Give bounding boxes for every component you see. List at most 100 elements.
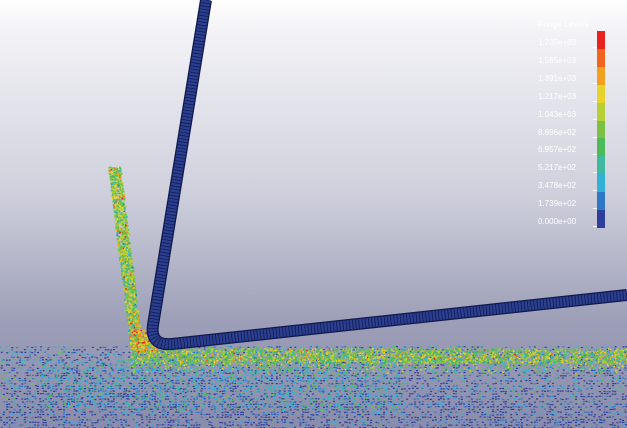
fluid-particle <box>157 419 159 421</box>
fluid-particle <box>115 419 118 421</box>
fluid-particle <box>110 414 113 416</box>
fluid-particle <box>383 373 385 376</box>
fluid-particle <box>600 395 603 397</box>
fluid-particle <box>390 370 393 372</box>
fluid-particle <box>505 356 508 358</box>
fluid-particle <box>297 404 300 406</box>
fluid-particle <box>489 406 492 408</box>
fluid-particle <box>479 385 482 387</box>
fluid-particle <box>90 367 92 369</box>
fluid-particle <box>122 352 125 354</box>
fluid-particle <box>91 356 94 358</box>
fluid-particle <box>201 374 203 376</box>
fluid-particle <box>91 414 94 416</box>
fluid-particle <box>541 351 544 353</box>
fluid-particle <box>523 372 526 374</box>
fluid-particle <box>203 406 206 408</box>
fluid-particle <box>502 411 505 413</box>
fluid-particle <box>468 406 471 408</box>
fluid-particle <box>236 385 239 387</box>
fluid-particle <box>174 398 177 400</box>
fluid-particle <box>500 383 503 385</box>
fluid-particle <box>10 413 13 416</box>
fluid-particle <box>562 388 565 390</box>
fluid-particle <box>359 380 362 382</box>
fluid-particle <box>110 388 113 390</box>
fluid-particle <box>575 390 578 393</box>
fluid-particle <box>473 411 476 413</box>
fluid-particle <box>621 390 624 392</box>
fluid-particle <box>606 398 609 400</box>
fluid-particle <box>41 408 44 410</box>
fluid-particle <box>499 388 502 390</box>
fluid-particle <box>374 346 377 348</box>
fluid-particle <box>325 424 328 426</box>
fluid-particle <box>34 354 37 356</box>
fluid-particle <box>190 382 193 384</box>
fluid-particle <box>263 388 266 390</box>
fluid-particle <box>313 377 315 379</box>
fluid-particle <box>557 354 560 356</box>
fluid-particle <box>439 419 442 421</box>
fluid-particle <box>62 396 65 398</box>
fluid-particle <box>487 374 490 376</box>
fluid-particle <box>49 359 52 361</box>
fluid-particle <box>213 408 216 410</box>
fluid-particle <box>457 351 460 353</box>
fluid-particle <box>442 411 445 413</box>
fluid-particle <box>434 392 437 394</box>
fluid-particle <box>372 391 375 393</box>
fluid-particle <box>73 417 76 419</box>
fluid-particle <box>170 389 172 392</box>
fluid-particle <box>397 398 400 400</box>
fluid-particle <box>128 393 131 395</box>
fluid-particle <box>598 416 601 418</box>
fluid-particle <box>255 375 258 377</box>
fluid-particle <box>39 393 42 395</box>
fluid-particle <box>468 400 471 403</box>
fluid-particle <box>112 400 115 402</box>
fluid-particle <box>192 401 195 403</box>
fluid-particle <box>274 383 276 385</box>
fluid-particle <box>237 416 240 418</box>
fluid-particle <box>89 393 92 395</box>
fluid-particle <box>523 388 526 390</box>
fluid-particle <box>320 390 323 392</box>
fluid-particle <box>463 421 465 424</box>
fluid-particle <box>26 401 28 403</box>
fluid-particle <box>52 419 55 421</box>
fluid-particle <box>279 374 282 376</box>
fluid-particle <box>417 367 420 369</box>
fluid-particle <box>72 385 75 388</box>
fluid-particle <box>403 388 406 390</box>
fluid-particle <box>427 398 429 400</box>
fluid-particle <box>289 390 291 392</box>
fluid-particle <box>384 395 387 398</box>
fluid-particle <box>226 395 229 397</box>
fluid-particle <box>526 413 529 416</box>
fluid-particle <box>162 416 164 418</box>
fluid-particle <box>619 369 622 371</box>
fluid-particle <box>466 348 469 351</box>
fluid-particle <box>549 419 551 421</box>
fluid-particle <box>124 372 126 375</box>
fluid-particle <box>442 404 444 406</box>
fluid-particle <box>567 408 570 410</box>
fluid-particle <box>582 398 585 400</box>
fluid-particle <box>99 411 101 413</box>
fluid-particle <box>368 389 371 391</box>
fluid-particle <box>481 411 484 414</box>
fluid-particle <box>255 377 257 379</box>
fluid-particle <box>460 398 463 400</box>
fluid-particle <box>403 401 406 403</box>
fluid-particle <box>587 395 590 397</box>
fluid-particle <box>562 406 565 408</box>
fluid-particle <box>245 397 247 399</box>
fluid-particle <box>333 346 336 348</box>
fluid-particle <box>572 391 575 393</box>
fluid-particle <box>585 406 588 408</box>
fluid-particle <box>172 406 175 408</box>
fluid-particle <box>101 409 104 411</box>
fluid-particle <box>361 367 364 369</box>
